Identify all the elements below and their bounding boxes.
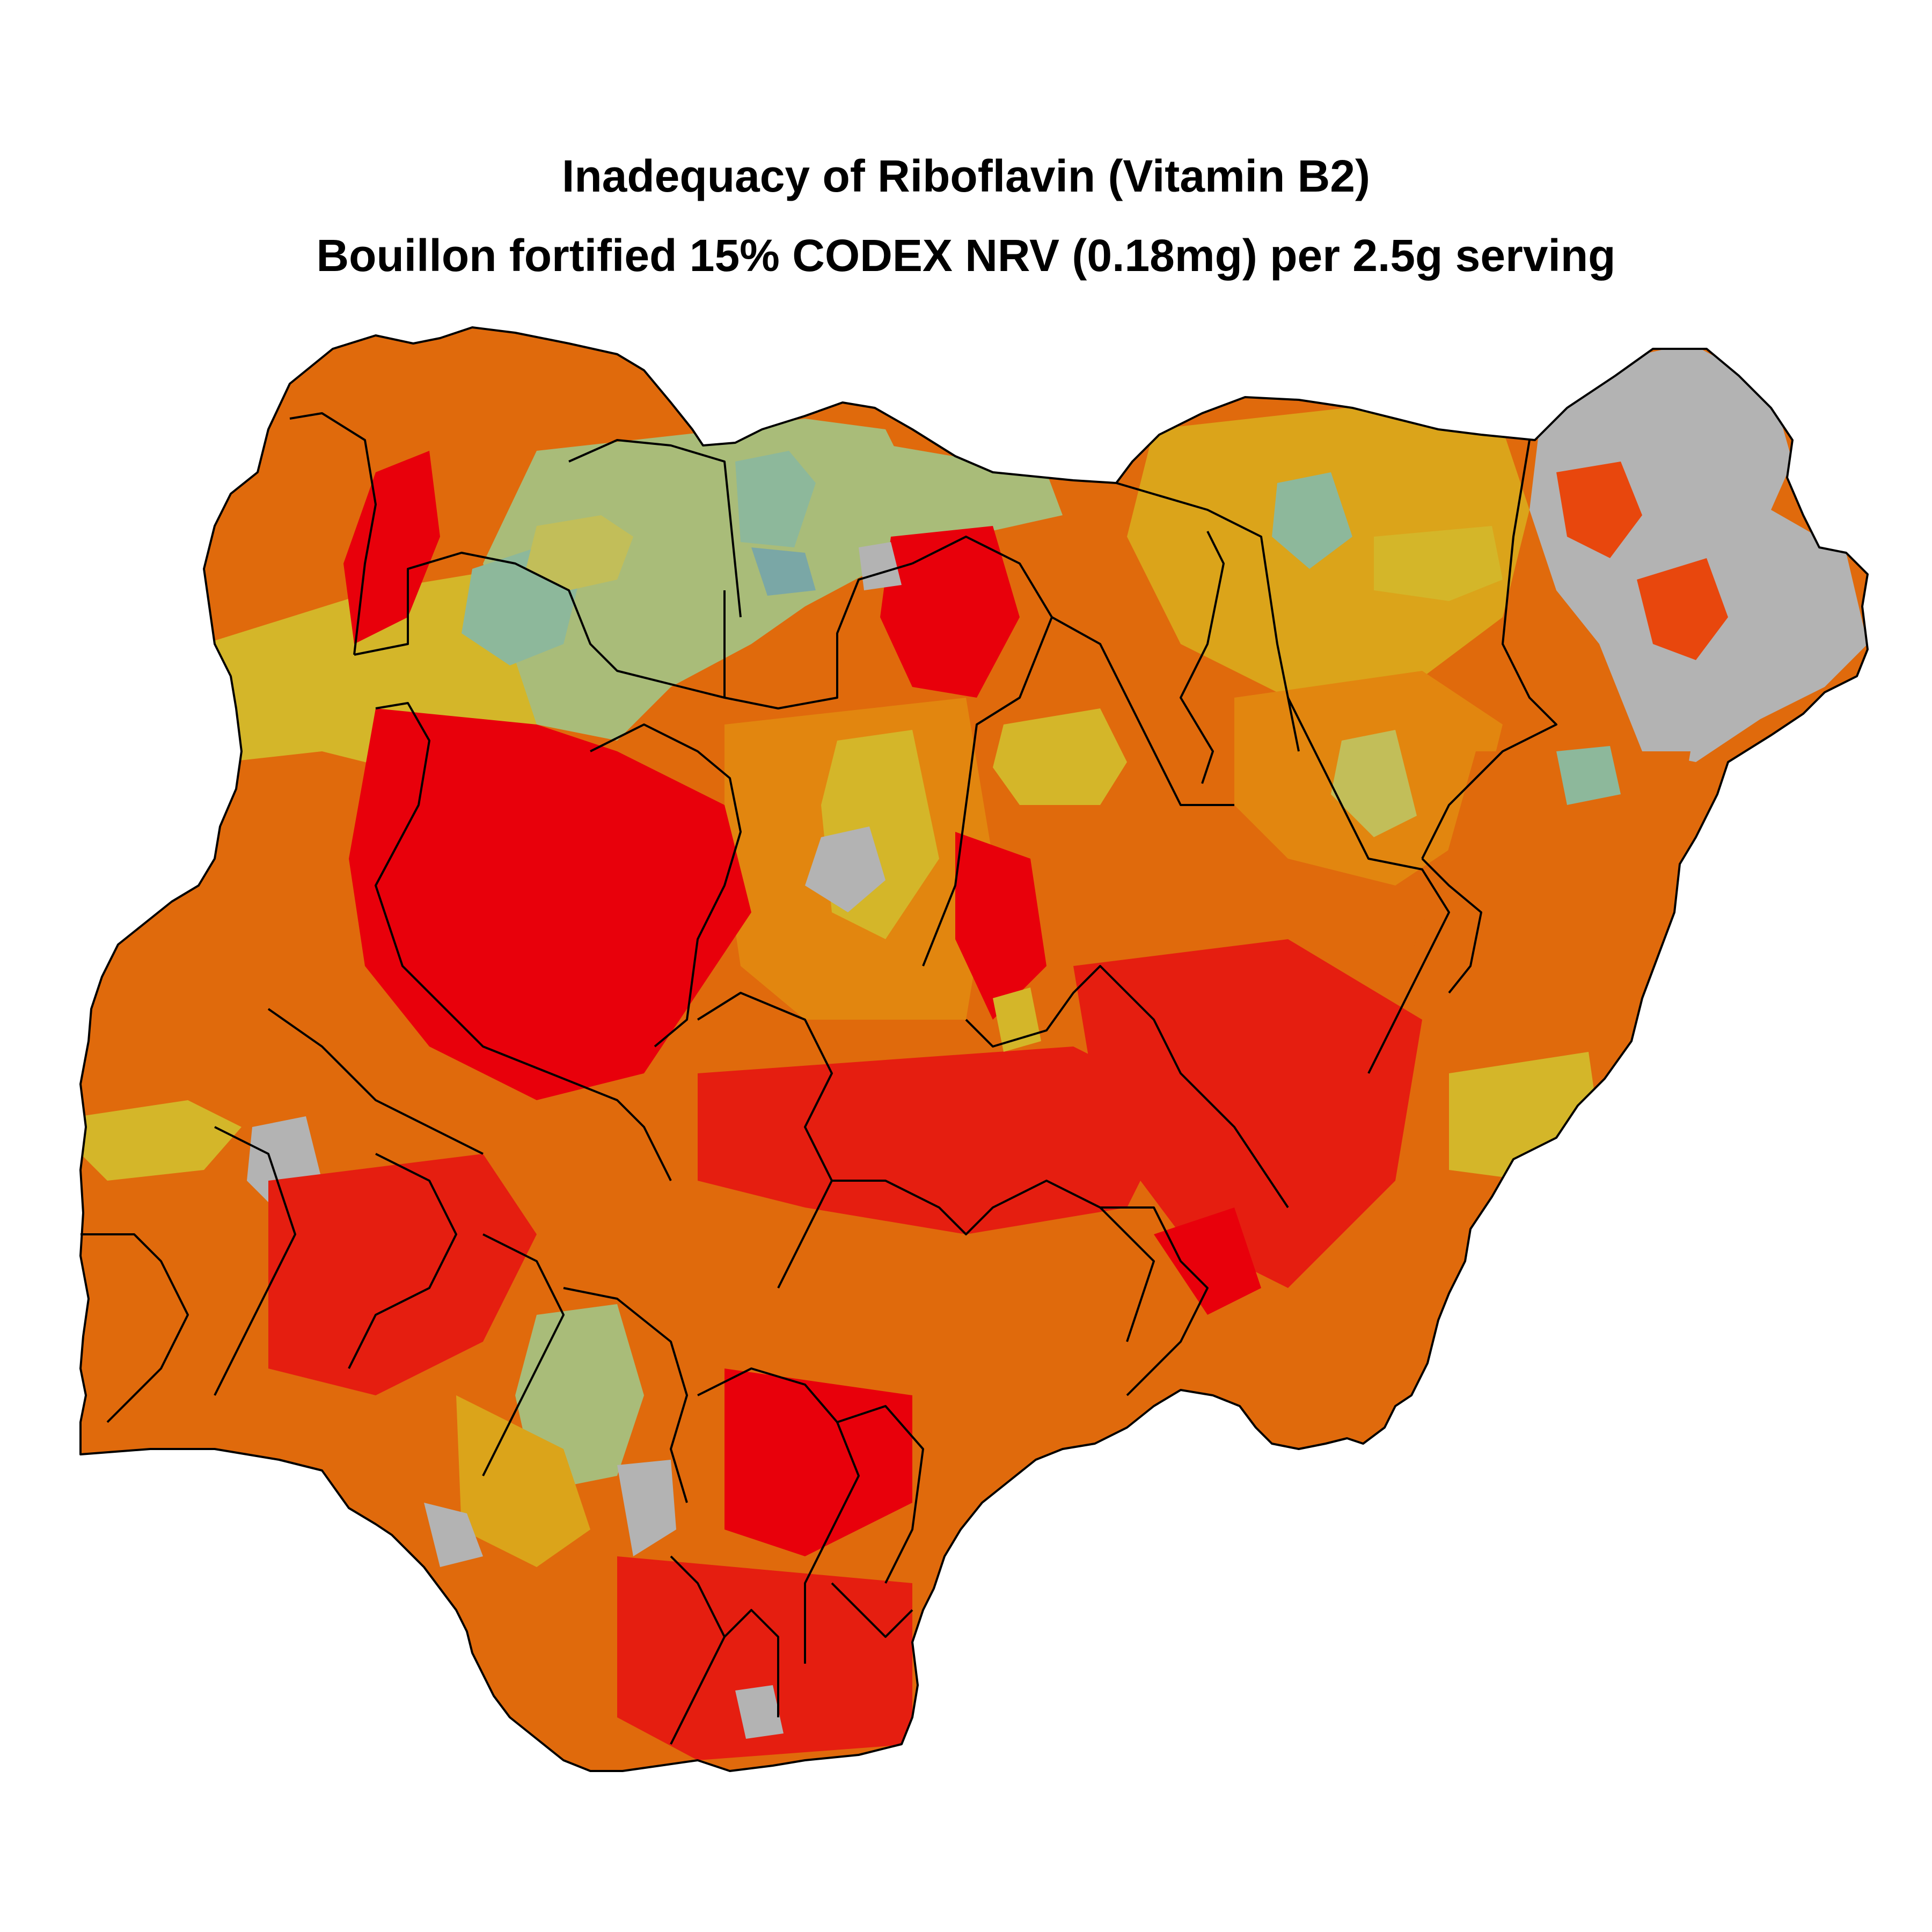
state-boundaries — [79, 326, 1869, 1772]
boundary-line — [214, 1126, 296, 1396]
region-borno-nodata — [1529, 343, 1868, 762]
boundary-line — [1116, 482, 1300, 752]
boundary-line — [912, 536, 1053, 967]
region-kwara-nodata — [859, 542, 902, 590]
boundary-line — [832, 1180, 1155, 1342]
boundary-line — [1180, 531, 1225, 784]
boundary-line — [697, 1367, 860, 1664]
region-ondo-amber — [456, 1395, 590, 1567]
region-kebbi-red — [343, 451, 440, 644]
region-bauchi-green — [859, 440, 1063, 537]
region-nasarawa — [1073, 939, 1422, 1288]
boundary-line — [1421, 858, 1482, 994]
boundary-line — [348, 1153, 457, 1369]
region-borno-red-east — [1637, 558, 1728, 660]
boundary-line — [79, 326, 1869, 1772]
region-edo-nodata — [617, 1460, 676, 1556]
region-osun-mix — [268, 1154, 537, 1395]
boundary-line — [1287, 697, 1450, 1074]
boundary-line — [568, 439, 742, 618]
boundary-line — [1421, 440, 1557, 859]
region-jigawa-teal — [751, 547, 816, 596]
region-lagos-nodata — [424, 1503, 483, 1567]
map-title: Inadequacy of Riboflavin (Vitamin B2) — [561, 151, 1370, 201]
region-kano-red — [880, 526, 1020, 698]
boundary-line — [837, 1405, 924, 1584]
boundary-line — [724, 562, 913, 709]
map-subtitle: Bouillon fortified 15% CODEX NRV (0.18mg… — [316, 230, 1616, 281]
region-borno-red — [1556, 462, 1642, 558]
region-katsina-teal — [735, 451, 816, 547]
region-niger-delta — [617, 1556, 912, 1760]
region-oyo — [80, 1020, 376, 1342]
region-niger-red — [349, 708, 751, 1100]
region-plateau-red — [955, 832, 1046, 1020]
boundary-line — [80, 1233, 189, 1423]
boundary-line — [354, 552, 726, 699]
boundary-line — [1051, 616, 1234, 806]
boundary-line — [1100, 1206, 1209, 1396]
boundary-line — [267, 1008, 484, 1155]
boundary-line — [965, 965, 1289, 1209]
region-adamawa — [1395, 751, 1690, 1154]
region-southeast — [724, 1368, 912, 1556]
region-plateau-yellow — [993, 708, 1127, 805]
boundary-line — [375, 702, 672, 1181]
region-taraba-red — [1154, 1208, 1261, 1315]
region-yobe-green — [1272, 472, 1352, 569]
region-kaduna-nodata — [805, 826, 885, 912]
boundary-line — [289, 412, 377, 655]
region-gombe-olive — [1331, 730, 1417, 837]
region-adamawa-yellow — [1449, 1052, 1599, 1181]
boundary-line — [831, 1582, 913, 1638]
boundary-line — [723, 1609, 779, 1717]
region-borno-yellow — [1374, 526, 1503, 601]
boundary-line — [563, 1287, 688, 1503]
region-delta-nodata — [735, 1685, 784, 1739]
boundary-line — [697, 992, 833, 1289]
region-fills — [80, 327, 1868, 1771]
region-adamawa-green — [1556, 746, 1621, 805]
region-oyo-yellow — [80, 1100, 241, 1181]
region-olive-belt — [526, 515, 633, 590]
boundary-line — [482, 1233, 565, 1476]
boundary-line — [590, 723, 742, 1048]
